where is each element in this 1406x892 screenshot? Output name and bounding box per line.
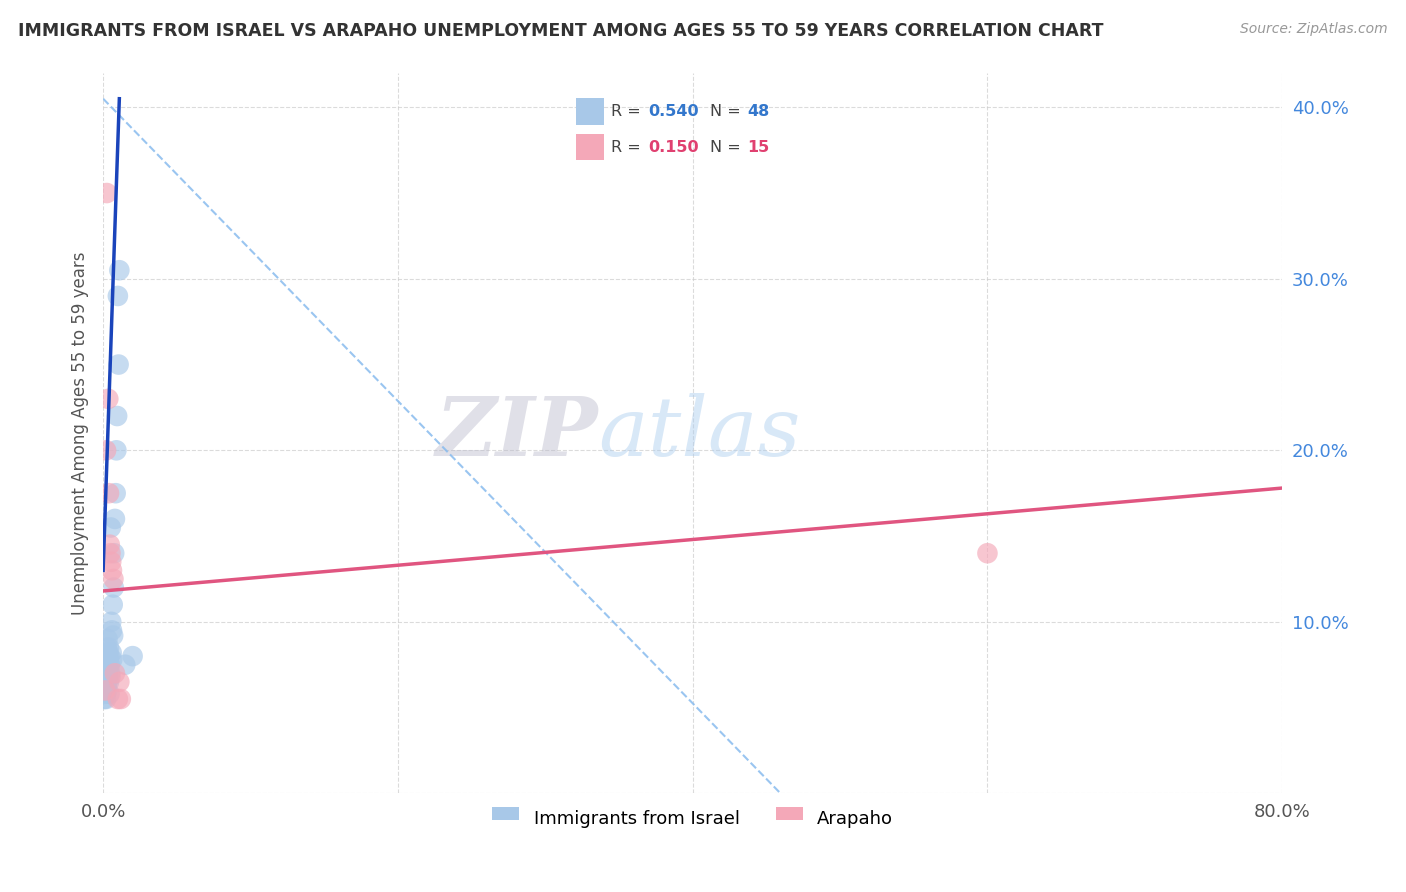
- Point: [107, 692, 129, 706]
- Point: [94, 674, 117, 689]
- Point: [96, 670, 118, 684]
- Point: [107, 289, 129, 303]
- Point: [98, 649, 121, 664]
- Point: [97, 646, 120, 660]
- Point: [94, 687, 117, 701]
- Point: [121, 649, 143, 664]
- Point: [108, 263, 131, 277]
- Point: [98, 538, 121, 552]
- Text: atlas: atlas: [599, 393, 801, 473]
- Point: [108, 674, 131, 689]
- Text: ZIP: ZIP: [436, 393, 599, 473]
- Point: [104, 512, 127, 526]
- Point: [105, 409, 128, 423]
- Point: [98, 486, 121, 500]
- Point: [100, 555, 122, 569]
- Point: [96, 186, 118, 200]
- Point: [103, 572, 125, 586]
- Point: [100, 615, 122, 629]
- Text: IMMIGRANTS FROM ISRAEL VS ARAPAHO UNEMPLOYMENT AMONG AGES 55 TO 59 YEARS CORRELA: IMMIGRANTS FROM ISRAEL VS ARAPAHO UNEMPL…: [18, 22, 1104, 40]
- Point: [98, 674, 121, 689]
- Point: [96, 657, 118, 672]
- Point: [98, 657, 121, 672]
- Point: [114, 657, 136, 672]
- Point: [107, 358, 129, 372]
- Point: [93, 666, 115, 681]
- Point: [103, 546, 125, 560]
- Point: [94, 683, 117, 698]
- Point: [94, 443, 117, 458]
- Point: [104, 666, 127, 681]
- Point: [98, 666, 121, 681]
- Y-axis label: Unemployment Among Ages 55 to 59 years: Unemployment Among Ages 55 to 59 years: [72, 252, 89, 615]
- Text: Source: ZipAtlas.com: Source: ZipAtlas.com: [1240, 22, 1388, 37]
- Point: [101, 629, 124, 643]
- Point: [100, 546, 122, 560]
- Point: [94, 680, 117, 694]
- Point: [97, 652, 120, 666]
- Legend: Immigrants from Israel, Arapaho: Immigrants from Israel, Arapaho: [485, 802, 900, 835]
- Point: [96, 649, 118, 664]
- Point: [93, 674, 115, 689]
- Point: [976, 546, 998, 560]
- Point: [96, 663, 118, 677]
- Point: [110, 692, 132, 706]
- Point: [96, 640, 118, 655]
- Point: [101, 652, 124, 666]
- Point: [98, 640, 121, 655]
- Point: [94, 661, 117, 675]
- Point: [100, 646, 122, 660]
- Point: [104, 486, 127, 500]
- Point: [97, 392, 120, 406]
- Point: [94, 670, 117, 684]
- Point: [100, 670, 122, 684]
- Point: [98, 687, 121, 701]
- Point: [96, 678, 118, 692]
- Point: [101, 598, 124, 612]
- Point: [96, 683, 118, 698]
- Point: [94, 692, 117, 706]
- Point: [94, 683, 117, 698]
- Point: [100, 520, 122, 534]
- Point: [97, 670, 120, 684]
- Point: [96, 632, 118, 646]
- Point: [97, 663, 120, 677]
- Point: [93, 692, 115, 706]
- Point: [101, 624, 124, 638]
- Point: [94, 657, 117, 672]
- Point: [103, 581, 125, 595]
- Point: [101, 563, 124, 577]
- Point: [105, 443, 128, 458]
